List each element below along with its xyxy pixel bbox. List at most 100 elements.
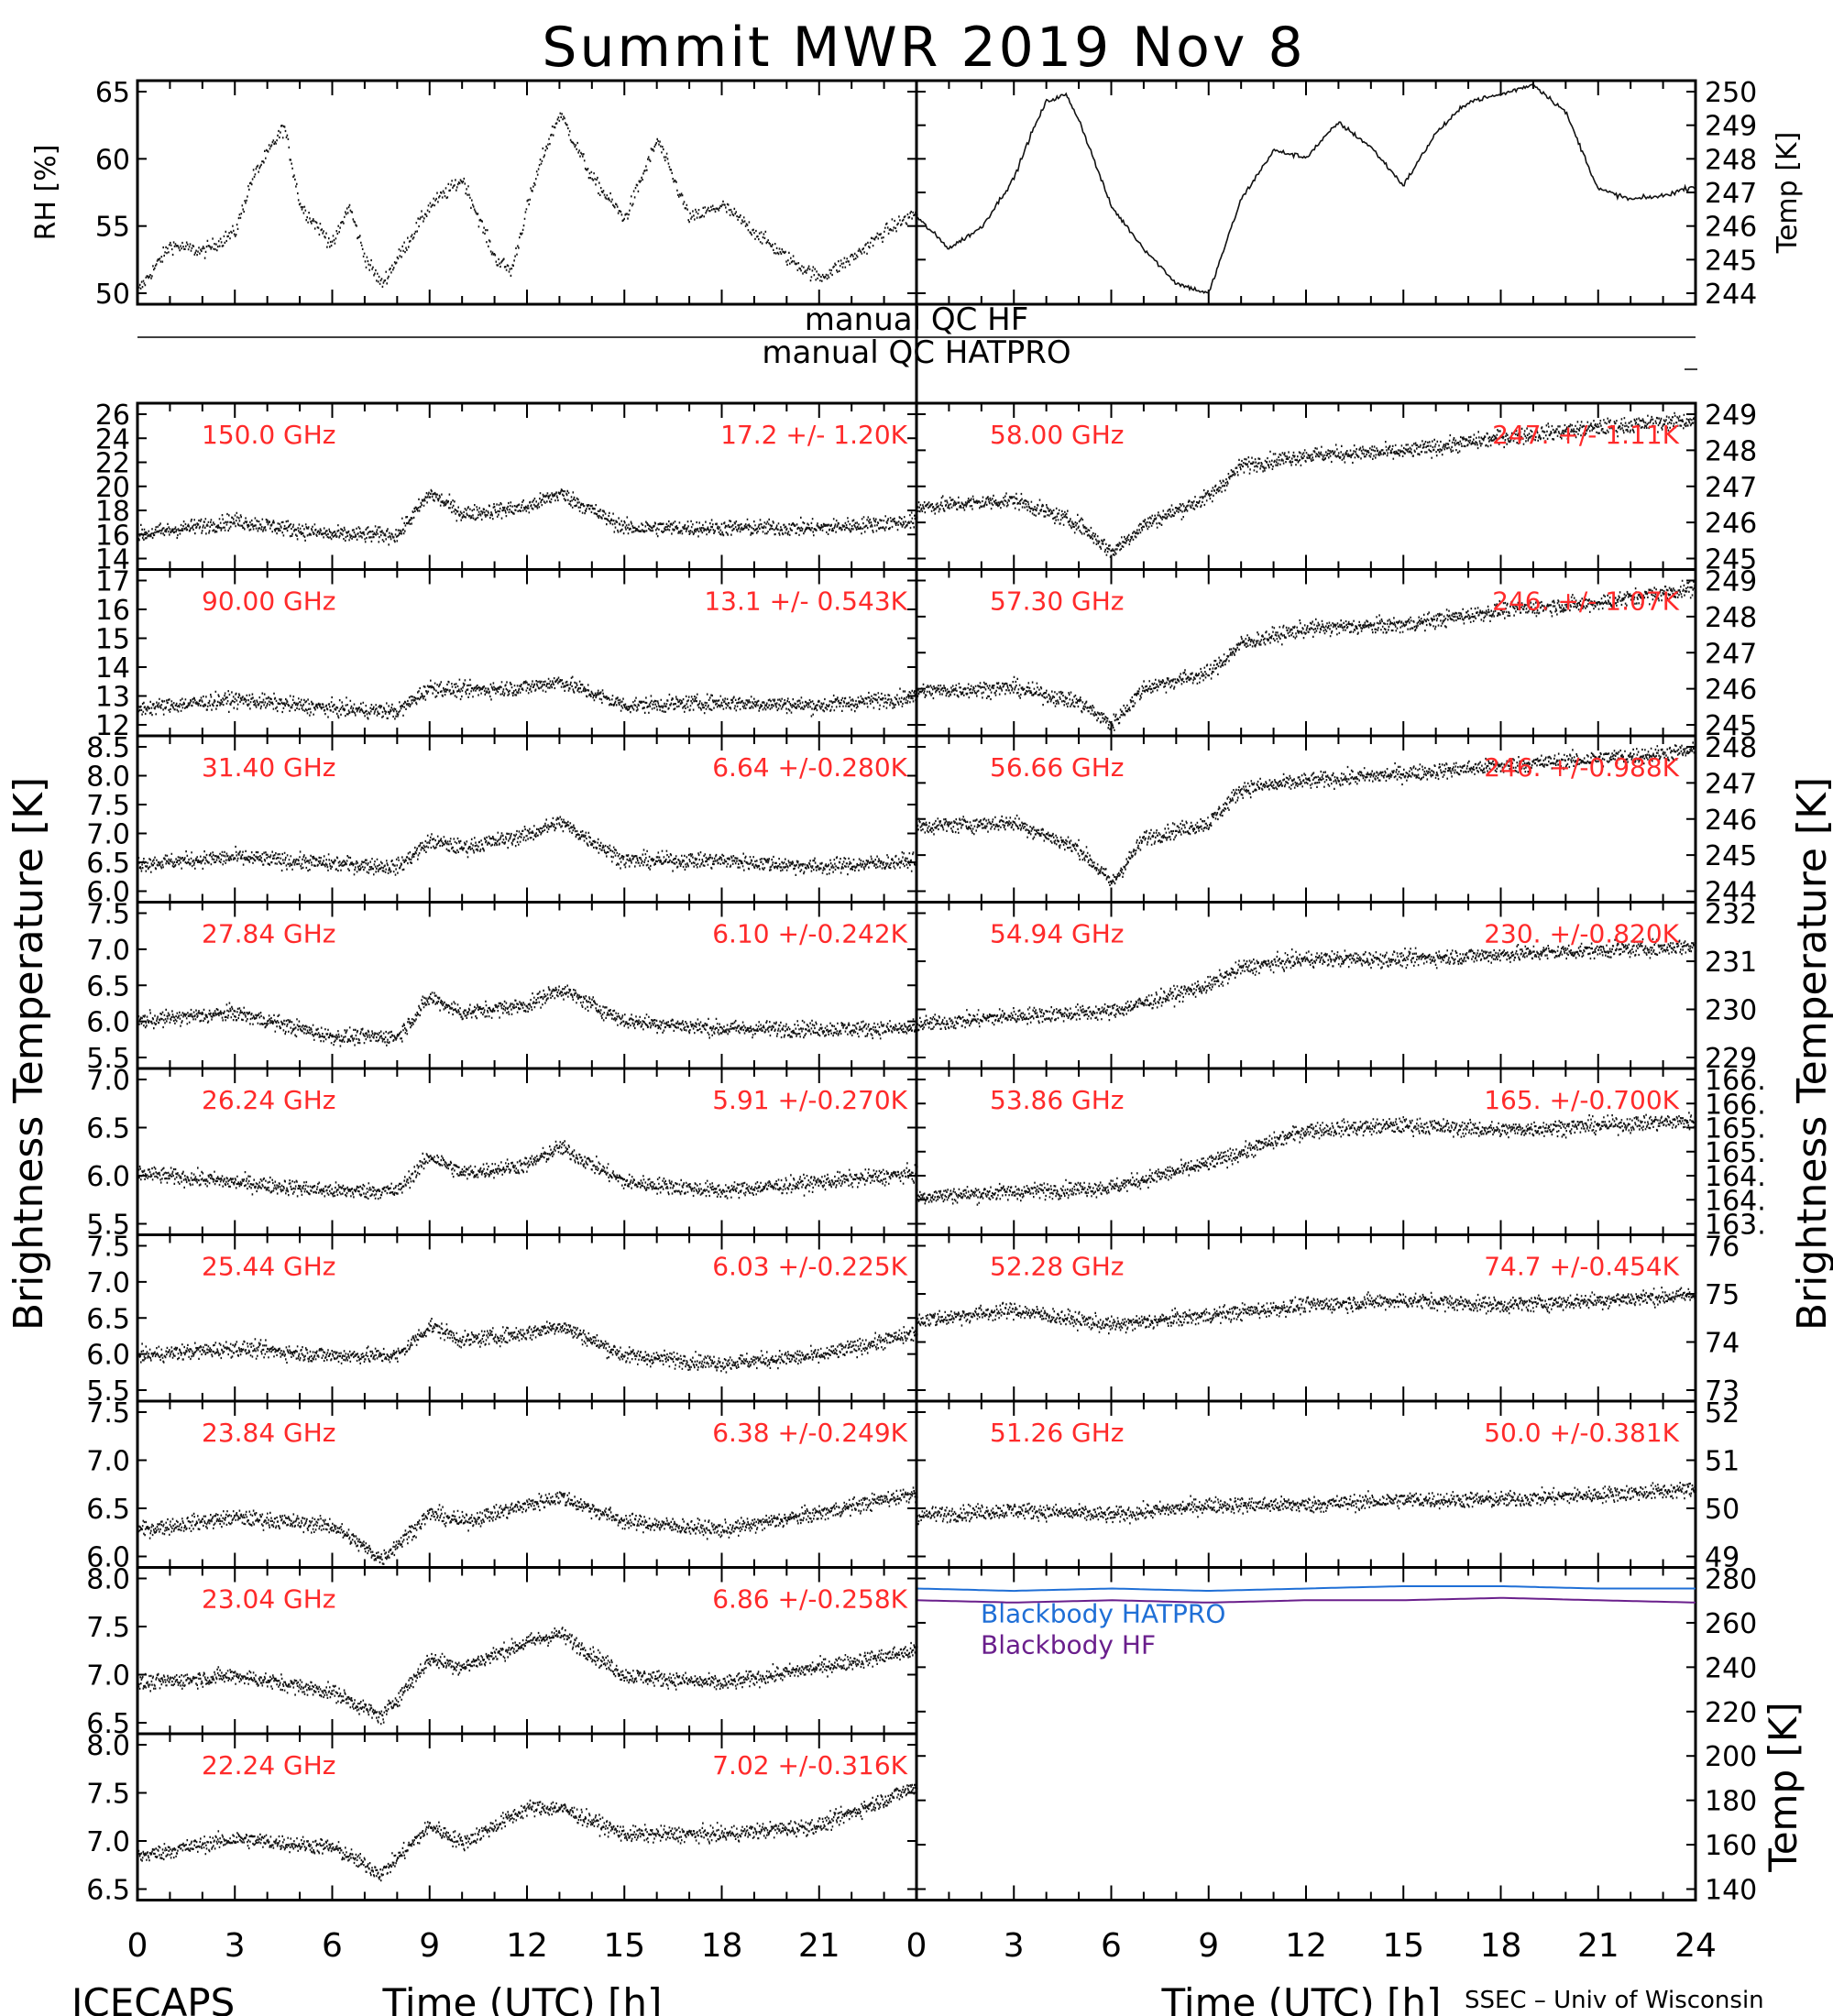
right-panel-5: 163.164.164.165.165.166.166.53.86 GHz 165… <box>915 1065 1766 1242</box>
left-panel-6-stat-label: 6.03 +/-0.225K <box>712 1252 907 1282</box>
left-panel-6-ytick-label: 6.0 <box>86 1340 130 1372</box>
left-panel-4-series <box>137 984 918 1047</box>
left-panel-5-freq-label: 26.24 GHz <box>202 1085 336 1115</box>
qc-strip: manual QC HF manual QC HATPRO <box>137 301 1697 371</box>
x-axis-label-left: Time (UTC) [h] <box>382 1980 663 2016</box>
left-panel-3-ytick-label: 6.5 <box>86 848 130 880</box>
left-panel-6-series <box>137 1318 918 1374</box>
right-panel-4-ytick-label: 232 <box>1705 899 1757 931</box>
left-panel-7-ytick-label: 7.0 <box>86 1446 130 1478</box>
right-panel-2-stat-label: 246. +/- 1.07K <box>1492 586 1679 617</box>
right-panel-5-ytick-label: 164. <box>1705 1161 1766 1193</box>
left-panel-9-freq-label: 22.24 GHz <box>202 1750 336 1780</box>
right-panel-3-ytick-label: 246 <box>1705 805 1757 837</box>
left-panel-3: 6.06.57.07.58.08.5 31.40 GHz 6.64 +/-0.280… <box>86 732 918 909</box>
right-panel-4-series <box>916 937 1697 1032</box>
right-panel-1-ytick-label: 249 <box>1705 400 1757 432</box>
blackbody-panel-ytick-label: 280 <box>1705 1564 1757 1596</box>
temp-panel-ytick-label: 245 <box>1705 245 1757 277</box>
left-panel-5-series <box>137 1140 918 1200</box>
right-panel-7-ytick-label: 50 <box>1705 1494 1740 1526</box>
left-panel-7-ytick-label: 6.5 <box>86 1494 130 1526</box>
left-panel-7-freq-label: 23.84 GHz <box>202 1418 336 1448</box>
left-panel-2-ytick-label: 14 <box>95 652 130 685</box>
left-panel-4-ytick-label: 6.0 <box>86 1007 130 1039</box>
right-panel-2-ytick-label: 246 <box>1705 674 1757 707</box>
left-panel-1-ytick-label: 24 <box>95 423 130 455</box>
blackbody-series-1 <box>916 1585 1696 1593</box>
blackbody-series-2 <box>916 1596 1696 1604</box>
left-panel-6-freq-label: 25.44 GHz <box>202 1252 336 1282</box>
x-tick-label-right: 18 <box>1480 1927 1522 1965</box>
left-panel-5: 5.5 6.0 6.5 7.0 26.24 GHz 5.91 +/-0.270K <box>86 1065 918 1242</box>
left-panel-1-freq-label: 150.0 GHz <box>202 420 336 450</box>
right-panel-7-series <box>916 1482 1697 1526</box>
qc-hf-label: manual QC HF <box>805 301 1029 338</box>
left-panel-5-ytick-label: 5.5 <box>86 1210 130 1242</box>
left-panel-9-series <box>137 1782 918 1882</box>
left-panel-7: 6.0 6.5 7.0 7.5 23.84 GHz 6.38 +/-0.249K <box>86 1397 918 1574</box>
right-panel-5-stat-label: 165. +/-0.700K <box>1484 1085 1679 1115</box>
left-panel-1-series <box>137 488 918 546</box>
right-panel-4-ytick-label: 231 <box>1705 947 1757 979</box>
y-axis-label-right: Brightness Temperature [K] <box>1789 777 1833 1331</box>
left-panel-9: 6.5 7.0 7.5 8.0 22.24 GHz 7.02 +/-0.316K <box>86 1730 918 1907</box>
left-panel-1-stat-label: 17.2 +/- 1.20K <box>720 420 907 450</box>
right-panel-7-ytick-label: 51 <box>1705 1446 1740 1478</box>
temp-axis-label: Temp [K] <box>1772 132 1804 255</box>
rh-panel: 50 55 60 65 RH [%] <box>30 77 918 311</box>
x-tick-label-right: 6 <box>1101 1927 1122 1965</box>
blackbody-legend-1: Blackbody HATPRO <box>981 1599 1225 1629</box>
left-panel-2-ytick-label: 12 <box>95 710 130 742</box>
left-panel-8-ytick-label: 8.0 <box>86 1564 130 1596</box>
left-panel-2-ytick-label: 13 <box>95 682 130 714</box>
left-panel-3-freq-label: 31.40 GHz <box>202 752 336 783</box>
right-panel-6-freq-label: 52.28 GHz <box>990 1252 1125 1282</box>
left-panel-8-ytick-label: 7.5 <box>86 1612 130 1644</box>
blackbody-panel-ytick-label: 140 <box>1705 1875 1757 1907</box>
right-panel-4-ytick-label: 230 <box>1705 995 1757 1027</box>
x-tick-label-right: 12 <box>1285 1927 1327 1965</box>
left-panel-8-stat-label: 6.86 +/-0.258K <box>712 1584 907 1615</box>
temp-panel-ytick-label: 249 <box>1705 111 1757 143</box>
left-panel-3-ytick-label: 8.5 <box>86 732 130 764</box>
left-panel-7-ytick-label: 6.0 <box>86 1542 130 1574</box>
right-panel-6-ytick-label: 76 <box>1705 1232 1740 1264</box>
right-panel-7-ytick-label: 49 <box>1705 1542 1740 1574</box>
temp-panel-ytick-label: 250 <box>1705 77 1757 109</box>
x-tick-label-right: 3 <box>1004 1927 1025 1965</box>
right-panel-3-freq-label: 56.66 GHz <box>990 752 1125 783</box>
left-panel-3-series <box>137 816 918 876</box>
x-tick-label-right: 24 <box>1674 1927 1717 1965</box>
left-panel-6-ytick-label: 7.0 <box>86 1267 130 1299</box>
blackbody-panel-ytick-label: 200 <box>1705 1741 1757 1773</box>
right-panel-4-ytick-label: 229 <box>1705 1043 1757 1075</box>
qc-hatpro-label: manual QC HATPRO <box>762 334 1070 371</box>
left-panel-7-ytick-label: 7.5 <box>86 1397 130 1430</box>
right-panel-5-series <box>916 1112 1697 1206</box>
left-panel-3-ytick-label: 7.0 <box>86 819 130 851</box>
right-panel-2-freq-label: 57.30 GHz <box>990 586 1125 617</box>
right-panel-1-freq-label: 58.00 GHz <box>990 420 1125 450</box>
right-panel-7-ytick-label: 52 <box>1705 1397 1740 1430</box>
left-panel-3-ytick-label: 7.5 <box>86 790 130 822</box>
left-panel-4-ytick-label: 7.0 <box>86 935 130 967</box>
left-panel-6-ytick-label: 5.5 <box>86 1375 130 1408</box>
right-panel-2-ytick-label: 248 <box>1705 602 1757 634</box>
right-panel-6-series <box>916 1287 1697 1335</box>
right-panel-5-ytick-label: 163. <box>1705 1210 1766 1242</box>
x-tick-label-left: 0 <box>127 1927 148 1965</box>
left-panel-8-freq-label: 23.04 GHz <box>202 1584 336 1615</box>
rh-panel-ytick-label: 65 <box>95 77 130 109</box>
left-panel-4-stat-label: 6.10 +/-0.242K <box>712 919 907 949</box>
left-panel-2-ytick-label: 16 <box>95 595 130 627</box>
x-tick-label-left: 15 <box>603 1927 645 1965</box>
left-panel-2-freq-label: 90.00 GHz <box>202 586 336 617</box>
left-panel-4-freq-label: 27.84 GHz <box>202 919 336 949</box>
right-panel-2-ytick-label: 247 <box>1705 638 1757 670</box>
right-panel-3-ytick-label: 244 <box>1705 877 1757 909</box>
left-panel-5-ytick-label: 6.5 <box>86 1113 130 1145</box>
